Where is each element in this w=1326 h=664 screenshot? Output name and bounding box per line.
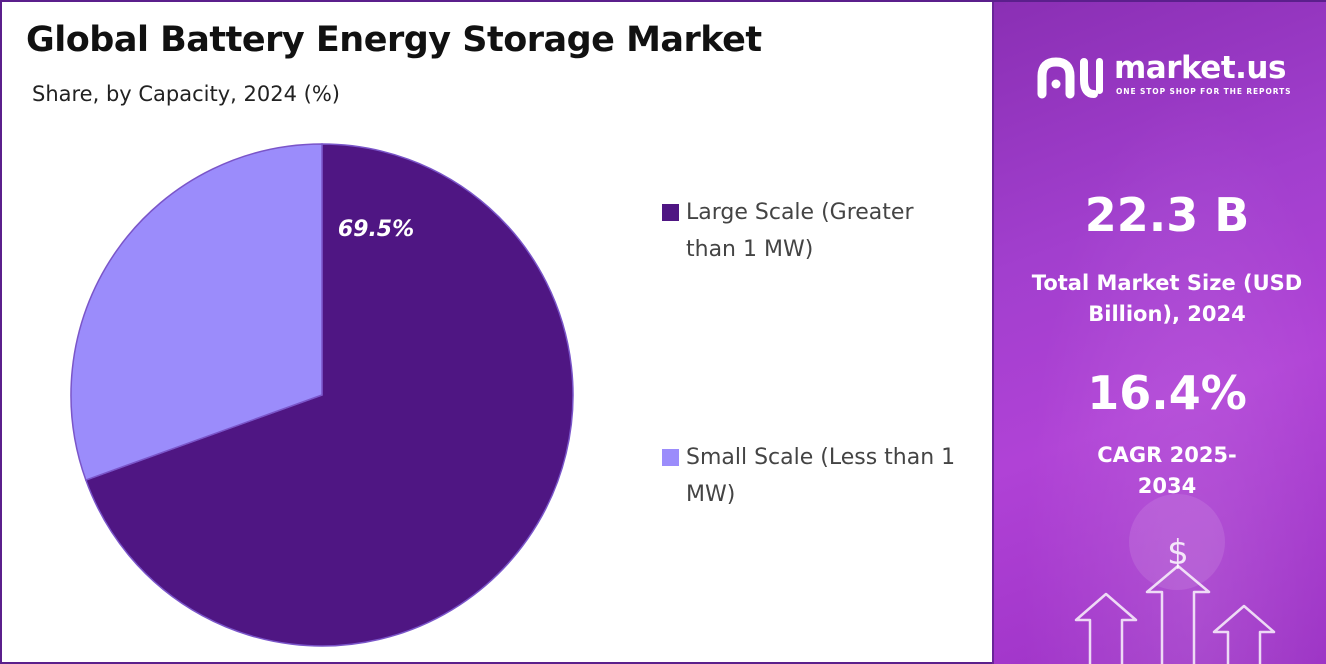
growth-arrows-icon: $: [1074, 494, 1276, 664]
cagr-value: 16.4%: [1087, 366, 1247, 420]
legend-swatch-large-scale: [662, 204, 679, 221]
market-us-logo-icon: [1037, 57, 1103, 99]
pie-slice-1: [70, 143, 323, 481]
pie-data-label-0: 69.5%: [338, 217, 414, 242]
market-summary-panel: market.us ONE STOP SHOP FOR THE REPORTS …: [992, 2, 1326, 664]
chart-subtitle: Share, by Capacity, 2024 (%): [32, 82, 340, 106]
legend-item-large-scale: Large Scale (Greater than 1 MW): [662, 194, 962, 268]
market-size-label: Total Market Size (USD Billion), 2024: [1031, 271, 1303, 326]
legend-swatch-small-scale: [662, 449, 679, 466]
legend-label-large-scale: Large Scale (Greater than 1 MW): [686, 200, 914, 262]
market-size-value: 22.3 B: [1084, 188, 1250, 242]
panel-divider: [992, 2, 994, 664]
chart-title: Global Battery Energy Storage Market: [26, 20, 762, 60]
brand-name: market.us: [1114, 50, 1286, 86]
cagr-label: CAGR 2025-2034: [1097, 443, 1237, 498]
dollar-sign: $: [1167, 533, 1189, 573]
pie-slice-0: [84, 143, 574, 647]
chart-panel: Global Battery Energy Storage Market Sha…: [2, 2, 990, 662]
legend-label-small-scale: Small Scale (Less than 1 MW): [686, 445, 956, 507]
brand-tagline: ONE STOP SHOP FOR THE REPORTS: [1116, 87, 1292, 96]
legend-item-small-scale: Small Scale (Less than 1 MW): [662, 439, 962, 513]
pie-chart: 69.5%: [70, 143, 574, 647]
